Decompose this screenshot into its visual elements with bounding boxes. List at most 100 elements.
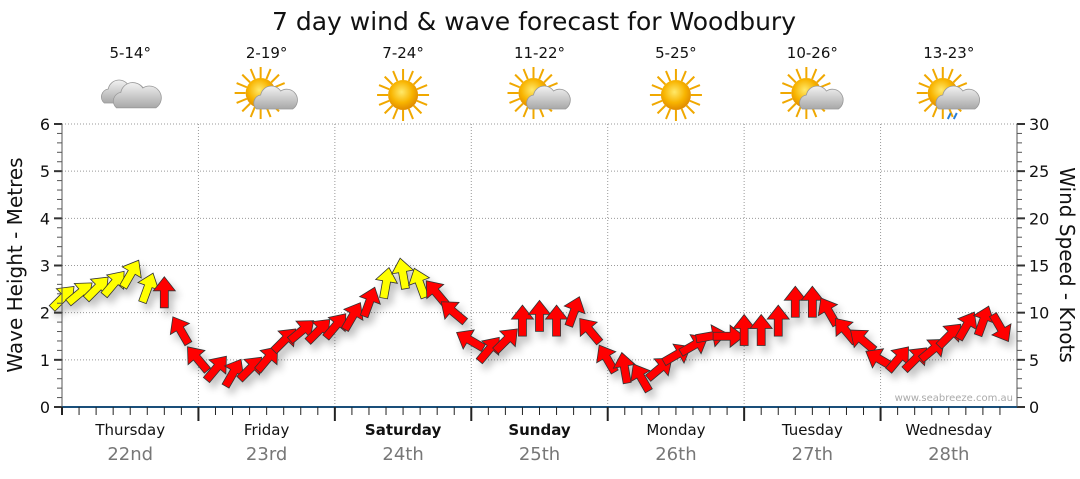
- sun-ray: [241, 102, 251, 113]
- sun-ray: [416, 99, 428, 106]
- sun-ray: [787, 102, 797, 113]
- sun-ray: [781, 97, 793, 104]
- y-tick-label: 4: [40, 209, 50, 228]
- y2-tick-label: 15: [1029, 257, 1049, 276]
- wind-arrow: [152, 276, 177, 309]
- sun-ray: [378, 99, 390, 106]
- cloud-shape: [253, 85, 298, 110]
- y2-tick-label: 5: [1029, 351, 1039, 370]
- day-name: Tuesday: [781, 421, 843, 439]
- sun-disc: [388, 80, 419, 110]
- sun-ray: [392, 108, 399, 120]
- wind-arrow: [100, 270, 125, 299]
- partly-cloudy-icon: [780, 67, 844, 119]
- cloud-shape: [799, 85, 844, 110]
- sun-ray: [918, 82, 930, 89]
- day-temperature: 13-23°: [923, 44, 974, 62]
- day-name: Sunday: [508, 421, 571, 439]
- sunny-icon: [377, 69, 430, 121]
- wind-arrow: [510, 304, 535, 337]
- y-tick-label: 2: [40, 304, 50, 323]
- sun-ray: [651, 99, 663, 106]
- sun-ray: [241, 73, 251, 84]
- wind-arrow: [340, 302, 364, 333]
- cloud-shape: [526, 85, 571, 110]
- sun-ray: [685, 75, 696, 86]
- sun-ray: [270, 73, 280, 84]
- sun-ray: [918, 97, 930, 104]
- wind-arrow: [358, 286, 381, 319]
- sun-ray: [249, 106, 256, 118]
- wind-arrow: [492, 328, 518, 355]
- day-name: Monday: [646, 421, 705, 439]
- sun-ray: [522, 106, 529, 118]
- wind-arrow: [579, 318, 604, 346]
- sun-ray: [249, 68, 256, 80]
- wind-arrow: [695, 324, 728, 348]
- sun-ray: [514, 73, 524, 84]
- sun-ray: [816, 73, 826, 84]
- sun-ray: [689, 84, 701, 91]
- sun-ray: [383, 104, 394, 115]
- wind-arrow: [169, 316, 193, 347]
- sun-ray: [656, 75, 667, 86]
- wind-arrow: [270, 328, 297, 355]
- cloud-shape: [112, 82, 162, 109]
- partly-cloudy-icon: [234, 67, 298, 119]
- wind-arrow: [475, 336, 500, 365]
- showers-icon: [916, 67, 980, 120]
- chart-title: 7 day wind & wave forecast for Woodbury: [272, 7, 796, 36]
- watermark: www.seabreeze.com.au: [895, 393, 1013, 404]
- sunny-icon: [649, 69, 702, 121]
- sun-ray: [407, 108, 414, 120]
- day-date: 28th: [928, 444, 969, 465]
- sun-ray: [265, 68, 272, 80]
- day-date: 22nd: [107, 444, 153, 465]
- y-tick-label: 1: [40, 351, 50, 370]
- y2-tick-label: 10: [1029, 304, 1049, 323]
- sun-ray: [795, 68, 802, 80]
- day-name: Saturday: [365, 421, 442, 439]
- sun-ray: [509, 97, 521, 104]
- sun-ray: [651, 84, 663, 91]
- wind-arrow: [596, 344, 619, 375]
- sun-ray: [680, 108, 687, 120]
- wind-arrow: [236, 356, 263, 383]
- y2-tick-label: 20: [1029, 209, 1049, 228]
- y2-tick-label: 0: [1029, 398, 1039, 417]
- day-name: Friday: [244, 421, 290, 439]
- sun-ray: [407, 70, 414, 82]
- sun-ray: [931, 68, 938, 80]
- sun-ray: [514, 102, 524, 113]
- wind-arrow: [712, 324, 745, 349]
- sun-ray: [685, 104, 696, 115]
- wind-arrow: [187, 346, 212, 374]
- day-date: 23rd: [246, 444, 287, 465]
- y-tick-label: 3: [40, 257, 50, 276]
- cloud-shape: [935, 85, 980, 110]
- wind-arrow: [544, 304, 569, 337]
- sun-ray: [923, 73, 933, 84]
- wind-arrow: [749, 313, 774, 346]
- wind-arrow: [630, 363, 653, 394]
- sun-ray: [931, 106, 938, 118]
- y-tick-label: 0: [40, 398, 50, 417]
- day-temperature: 11-22°: [514, 44, 565, 62]
- cloudy-icon: [101, 79, 162, 109]
- sun-ray: [416, 84, 428, 91]
- sun-ray: [665, 70, 672, 82]
- sun-ray: [787, 73, 797, 84]
- wind-arrow: [408, 267, 431, 300]
- sun-ray: [538, 68, 545, 80]
- y2-tick-label: 30: [1029, 115, 1049, 134]
- wind-arrow: [563, 296, 586, 328]
- partly-cloudy-icon: [507, 67, 571, 119]
- wind-arrow: [456, 329, 486, 352]
- day-temperature: 10-26°: [787, 44, 838, 62]
- wind-arrow: [322, 313, 347, 341]
- sun-ray: [392, 70, 399, 82]
- wind-arrow: [202, 355, 227, 384]
- wind-arrow: [935, 323, 962, 350]
- sun-ray: [680, 70, 687, 82]
